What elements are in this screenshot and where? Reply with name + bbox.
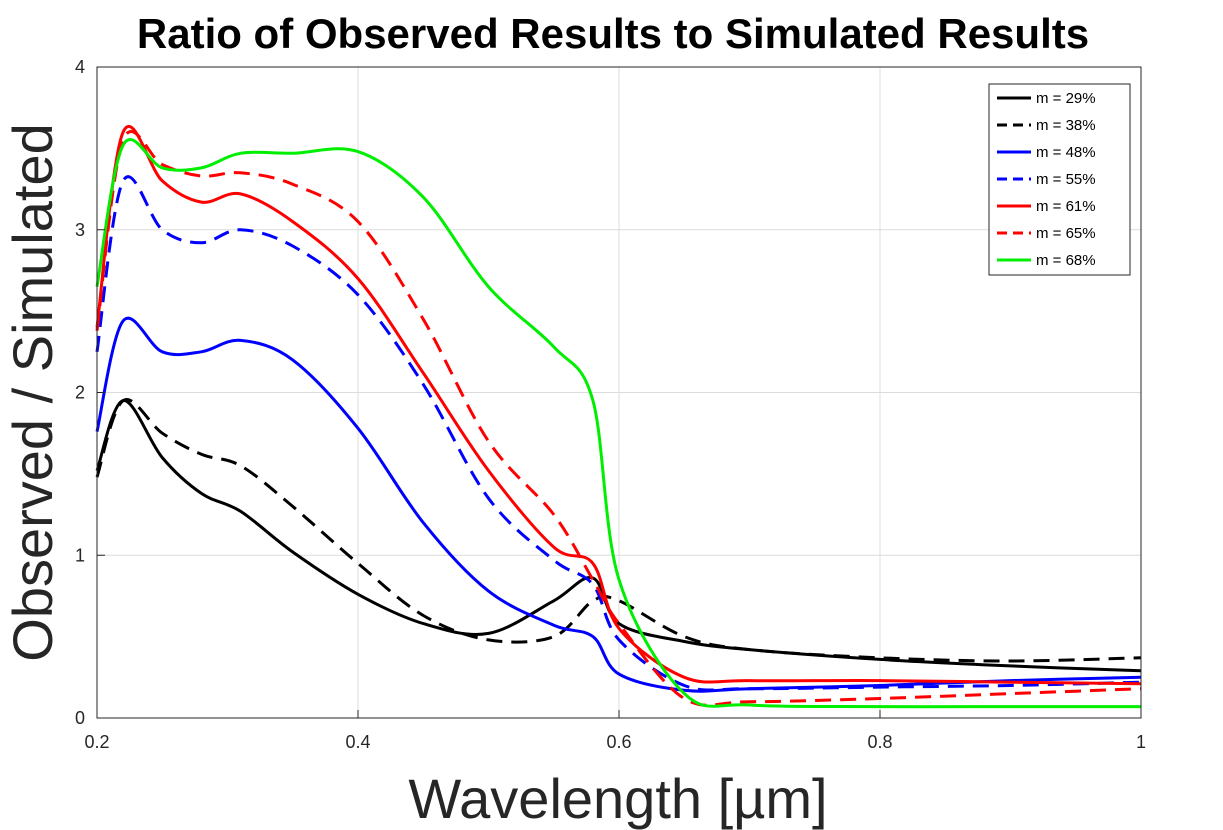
legend-label: m = 61% — [1036, 198, 1096, 215]
series-line-2 — [95, 398, 1142, 663]
legend-label: m = 55% — [1036, 171, 1096, 188]
x-tick-label: 0.6 — [606, 732, 631, 752]
y-tick-label: 3 — [75, 220, 85, 240]
y-tick-label: 1 — [75, 545, 85, 565]
x-tick-label: 1 — [1136, 732, 1146, 752]
series-line-5 — [95, 125, 1142, 686]
gridlines — [97, 67, 1141, 718]
y-axis-label: Observed / Simulated — [1, 123, 64, 661]
plot-lines — [95, 125, 1142, 709]
x-tick-label: 0.2 — [84, 732, 109, 752]
legend: m = 29% m = 38% m = 48% m = 55% m = 61% m = 6… — [988, 83, 1131, 276]
legend-label: m = 68% — [1036, 252, 1096, 269]
series-line-7 — [95, 138, 1141, 709]
x-tick-label: 0.4 — [345, 732, 370, 752]
ticks: 0.2 0.4 0.6 0.8 1 0 1 2 3 4 — [75, 57, 1146, 752]
series-line-4 — [95, 175, 1142, 692]
chart-title: Ratio of Observed Results to Simulated R… — [137, 10, 1089, 57]
legend-label: m = 48% — [1036, 144, 1096, 161]
legend-label: m = 29% — [1036, 90, 1096, 107]
y-tick-label: 2 — [75, 383, 85, 403]
legend-label: m = 65% — [1036, 225, 1096, 242]
y-tick-label: 0 — [75, 708, 85, 728]
x-axis-label: Wavelength [µm] — [408, 767, 827, 830]
y-tick-label: 4 — [75, 57, 85, 77]
legend-box — [988, 83, 1131, 276]
legend-label: m = 38% — [1036, 117, 1096, 134]
x-tick-label: 0.8 — [867, 732, 892, 752]
